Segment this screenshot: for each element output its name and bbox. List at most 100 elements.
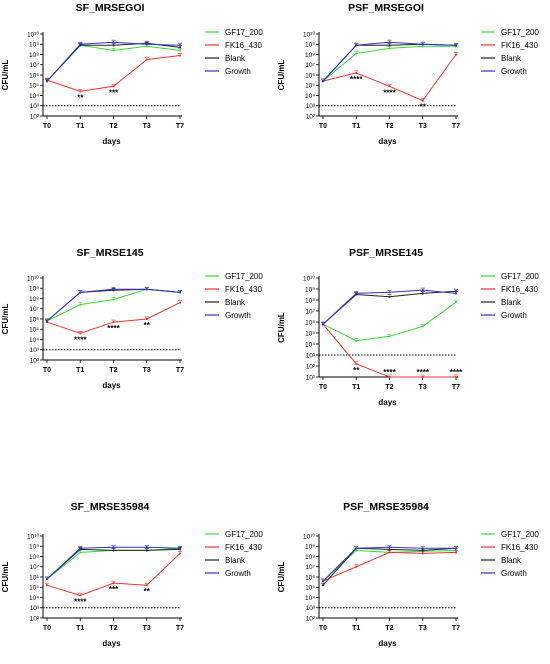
y-tick-label: 10² (30, 113, 40, 120)
data-point (388, 551, 391, 554)
data-point (454, 53, 458, 56)
y-tick-label: 10¹⁰ (27, 532, 39, 540)
chart-title: PSF_MRSEGOI (348, 2, 424, 14)
legend-label: Blank (225, 54, 246, 63)
y-tick-label: 10⁶ (305, 574, 315, 581)
data-point (355, 565, 358, 568)
x-tick-label: T1 (352, 625, 360, 632)
x-tick-label: T3 (143, 123, 151, 130)
x-tick-label: T0 (43, 625, 51, 632)
y-tick-label: 10⁹ (29, 544, 39, 551)
significance-marker: **** (107, 324, 120, 333)
data-point (321, 580, 325, 583)
series-line-Blank (322, 547, 457, 586)
data-point (145, 43, 148, 46)
data-point (79, 332, 82, 335)
y-tick-label: 10³ (306, 352, 316, 359)
legend-label: FK16_430 (501, 285, 538, 294)
y-axis-label: CFU/mL (277, 60, 286, 91)
y-tick-label: 10³ (30, 347, 40, 354)
y-axis-label: CFU/mL (1, 304, 10, 335)
legend-label: GF17_200 (501, 530, 539, 539)
series-line-Blank (322, 43, 457, 82)
y-axis-label: CFU/mL (277, 312, 286, 343)
data-point (79, 291, 82, 294)
y-tick-label: 10⁸ (29, 296, 39, 303)
legend-label: FK16_430 (225, 285, 262, 294)
x-axis-label: days (102, 639, 121, 648)
legend-label: GF17_200 (225, 28, 263, 37)
data-point (355, 549, 358, 552)
data-point (321, 80, 325, 83)
data-point (454, 301, 458, 304)
data-point (421, 45, 424, 48)
y-tick-label: 10⁶ (29, 316, 39, 323)
data-point (79, 547, 82, 550)
data-point (145, 546, 148, 549)
y-tick-label: 10⁵ (305, 330, 315, 337)
series-line-GF17_200 (322, 301, 457, 342)
legend-label: Growth (225, 569, 251, 578)
y-tick-label: 10⁹ (29, 286, 39, 293)
y-tick-label: 10⁴ (29, 337, 39, 344)
x-tick-label: T0 (319, 123, 327, 130)
significance-marker: ** (353, 366, 360, 375)
chart-panel-6: PSF_MRSE35984 CFU/mL 10² 10³ 10⁴ 10⁵ 10⁶ 10⁷ 10⁸… (277, 501, 539, 648)
data-point (355, 339, 358, 342)
data-point (112, 320, 115, 324)
data-point (421, 43, 424, 46)
significance-marker: ** (77, 93, 84, 102)
legend-label: FK16_430 (501, 41, 538, 50)
chart-panel-3: SF_MRSE145 CFU/mL 10² 10³ 10⁴ 10⁵ 10⁶ 10⁷ 10⁸ 10⁹… (1, 247, 263, 390)
significance-marker: *** (109, 585, 119, 594)
y-tick-label: 10⁷ (305, 564, 315, 571)
data-point (355, 292, 358, 295)
y-tick-label: 10¹⁰ (303, 30, 315, 38)
data-point (178, 547, 182, 550)
y-tick-label: 10⁹ (305, 286, 315, 293)
y-tick-label: 10⁷ (29, 564, 39, 571)
data-point (45, 577, 49, 581)
y-tick-label: 10⁴ (305, 93, 315, 100)
data-point (388, 291, 391, 294)
data-point (421, 289, 424, 292)
y-axis-label: CFU/mL (1, 60, 10, 91)
data-point (112, 44, 115, 47)
y-tick-label: 10⁹ (305, 544, 315, 551)
data-point (321, 584, 325, 587)
y-tick-label: 10³ (306, 103, 316, 110)
significance-marker: *** (109, 88, 119, 97)
chart-title: SF_MRSE145 (76, 247, 143, 259)
legend-label: GF17_200 (225, 530, 263, 539)
x-tick-label: T1 (76, 625, 84, 632)
chart-panel-1: SF_MRSEGOI CFU/mL 10² 10³ 10⁴ 10⁵ 10⁶ 10⁷ 10⁸ 10⁹… (1, 2, 263, 146)
significance-marker: **** (350, 75, 363, 84)
legend-label: GF17_200 (501, 28, 539, 37)
x-tick-label: T7 (452, 384, 460, 391)
data-point (421, 325, 424, 328)
x-tick-label: T1 (352, 123, 360, 130)
y-tick-label: 10¹⁰ (27, 274, 39, 282)
x-axis-label: days (378, 398, 397, 407)
chart-title: SF_MRSE35984 (71, 501, 150, 513)
x-axis-label: days (102, 137, 121, 146)
data-point (421, 292, 424, 295)
chart-title: PSF_MRSE145 (349, 247, 423, 259)
x-tick-label: T0 (319, 384, 327, 391)
significance-marker: **** (383, 368, 396, 377)
data-point (388, 295, 391, 298)
x-axis-label: days (102, 381, 121, 390)
data-point (388, 41, 391, 44)
data-point (178, 46, 182, 49)
significance-marker: **** (383, 88, 396, 97)
y-tick-label: 10⁵ (29, 83, 39, 90)
legend-label: Growth (225, 311, 251, 320)
data-point (454, 551, 458, 554)
y-tick-label: 10⁷ (29, 62, 39, 69)
chart-panel-4: PSF_MRSE145 CFU/mL 10¹ 10² 10³ 10⁴ 10⁵ 10⁶ 10⁷ 10… (277, 247, 539, 407)
legend-label: FK16_430 (225, 41, 262, 50)
y-tick-label: 10³ (30, 605, 40, 612)
legend-label: Blank (501, 556, 522, 565)
series-line-Blank (46, 42, 181, 82)
significance-marker: **** (74, 335, 87, 344)
